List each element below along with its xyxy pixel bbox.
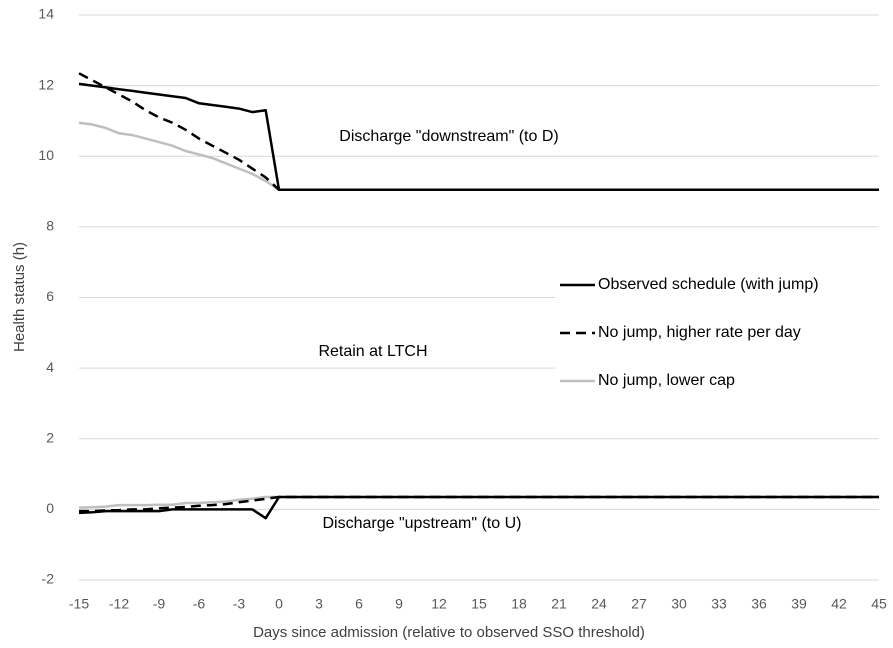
y-axis-label: Health status (h): [11, 242, 28, 352]
x-tick-label: 6: [355, 596, 363, 612]
x-tick-label: 15: [471, 596, 487, 612]
x-tick-label: 42: [831, 596, 847, 612]
x-tick-label: 9: [395, 596, 403, 612]
y-tick-label: 8: [46, 218, 54, 234]
legend-label: No jump, higher rate per day: [598, 324, 801, 341]
threshold-line: [78, 495, 879, 509]
annotation-background: [313, 124, 585, 150]
threshold-line: [78, 72, 879, 192]
annotation-background: [298, 339, 448, 365]
legend-label: Observed schedule (with jump): [598, 276, 819, 293]
x-tick-label: 45: [871, 596, 887, 612]
x-tick-label: 18: [511, 596, 527, 612]
y-tick-label: 4: [46, 359, 54, 375]
x-tick-label: 12: [431, 596, 447, 612]
threshold-line: [78, 82, 879, 192]
x-tick-label: -12: [109, 596, 129, 612]
x-tick-label: 36: [751, 596, 767, 612]
x-tick-label: -6: [193, 596, 206, 612]
x-tick-label: -3: [233, 596, 246, 612]
y-tick-label: 12: [38, 76, 54, 92]
x-tick-label: 3: [315, 596, 323, 612]
x-tick-label: -9: [153, 596, 166, 612]
annotation: Discharge "upstream" (to U): [323, 515, 522, 532]
y-tick-label: 0: [46, 500, 54, 516]
x-tick-label: 33: [711, 596, 727, 612]
legend-label: No jump, lower cap: [598, 372, 735, 389]
x-tick-label: 39: [791, 596, 807, 612]
x-axis-label: Days since admission (relative to observ…: [253, 624, 645, 641]
y-tick-label: 6: [46, 288, 54, 304]
x-tick-label: -15: [69, 596, 89, 612]
x-tick-label: 0: [275, 596, 283, 612]
annotation: Retain at LTCH: [318, 343, 427, 360]
y-tick-label: 2: [46, 429, 54, 445]
y-tick-label: 14: [38, 6, 54, 22]
x-tick-label: 21: [551, 596, 567, 612]
annotation-background: [302, 511, 542, 537]
y-tick-label: -2: [42, 571, 55, 587]
legend-background: [555, 265, 890, 397]
x-tick-label: 27: [631, 596, 647, 612]
threshold-line: [78, 495, 879, 520]
threshold-line: [78, 121, 879, 192]
x-tick-label: 30: [671, 596, 687, 612]
y-tick-label: 10: [38, 147, 54, 163]
x-tick-label: 24: [591, 596, 607, 612]
annotation: Discharge "downstream" (to D): [339, 128, 558, 145]
